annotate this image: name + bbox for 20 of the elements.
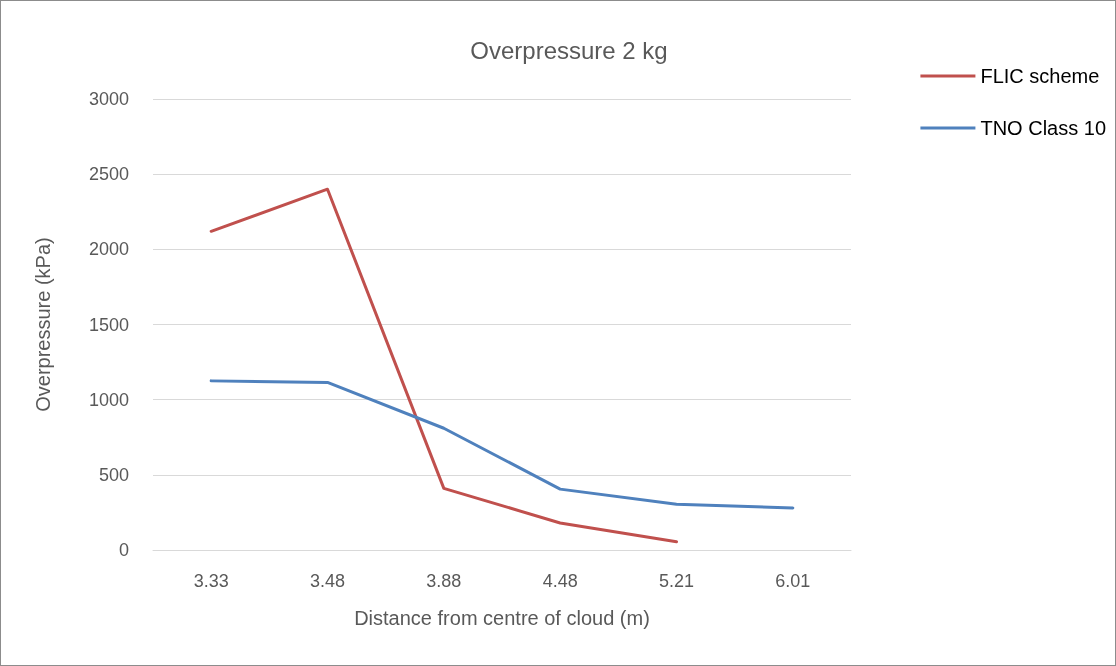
y-tick-label: 1000 (88, 389, 129, 410)
x-tick-label: 5.21 (658, 571, 695, 591)
chart-title: Overpressure 2 kg (470, 36, 668, 64)
y-tick-label: 2500 (88, 164, 129, 185)
legend-label: TNO Class 10 (980, 117, 1107, 139)
y-tick-label: 500 (98, 464, 129, 485)
x-axis-title: Distance from centre of cloud (m) (354, 607, 650, 629)
y-axis-title: Overpressure (kPa) (32, 237, 54, 412)
x-tick-label: 3.33 (193, 571, 229, 591)
y-tick-label: 1500 (88, 314, 129, 335)
line-series (209, 379, 795, 510)
y-tick-label: 2000 (88, 239, 129, 260)
legend-label: FLIC scheme (980, 65, 1100, 87)
x-tick-label: 6.01 (775, 571, 811, 591)
y-tick-label: 0 (118, 540, 129, 560)
x-tick-label: 3.48 (309, 571, 346, 591)
line-series (209, 187, 678, 544)
y-tick-label: 3000 (88, 89, 129, 109)
x-tick-label: 3.88 (426, 571, 462, 591)
x-tick-label: 4.48 (542, 571, 578, 591)
